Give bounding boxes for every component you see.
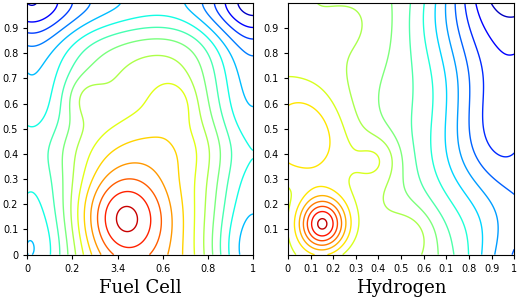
X-axis label: Fuel Cell: Fuel Cell [99,279,181,297]
X-axis label: Hydrogen: Hydrogen [356,279,446,297]
